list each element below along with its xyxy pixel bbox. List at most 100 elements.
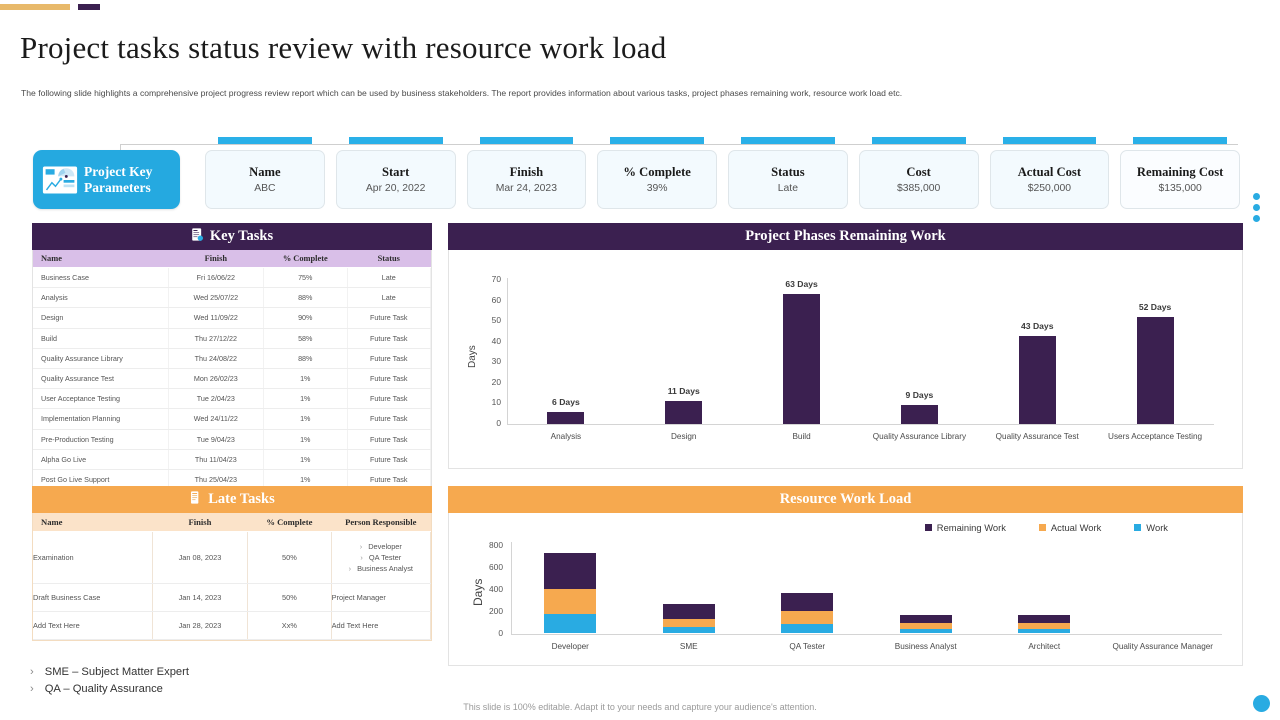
table-cell: 1% [263, 368, 348, 390]
table-cell: 58% [263, 328, 348, 349]
key-tasks-header-row: Name Finish% Complete Status [33, 250, 431, 268]
abbreviation-footnotes: SME – Subject Matter ExpertQA – Quality … [30, 664, 189, 699]
workload-y-tick: 0 [498, 628, 503, 638]
card-value: 39% [646, 183, 668, 194]
workload-stacked-bar [1018, 615, 1071, 633]
card-name: Start [381, 165, 410, 179]
table-cell: 1% [263, 429, 348, 450]
key-tasks-body-rows: Business Case Fri 16/06/22 75% Late Analysis… [33, 267, 431, 491]
legend-item[interactable]: Work [1134, 522, 1168, 533]
table-cell: Wed 25/07/22 [168, 287, 265, 309]
workload-y-axis-line [511, 542, 512, 634]
kp-label-line2: Parameters [84, 179, 151, 195]
table-row: Design Wed 11/09/22 90% Future Task [33, 307, 431, 329]
person-responsible-cell: Project Manager [331, 583, 432, 613]
workload-stacked-bar [781, 593, 834, 633]
card-value: Mar 24, 2023 [495, 183, 557, 194]
list-item: Business Analyst [332, 563, 430, 574]
table-row: User Acceptance Testing Tue 2/04/23 1% Futu… [33, 388, 431, 410]
table-cell: Future Task [347, 408, 431, 430]
workload-x-tick-label: Architect [1028, 642, 1061, 651]
card-tab-bar [479, 137, 574, 144]
table-cell: Jan 08, 2023 [152, 531, 249, 585]
project-key-parameters-button[interactable]: Project Key Parameters [33, 150, 180, 209]
legend-swatch [924, 524, 932, 531]
parameter-card-cost[interactable]: Cost $385,000 [858, 137, 979, 209]
phases-x-tick-label: Design [671, 432, 697, 441]
workload-chart-title: Resource Work Load [779, 491, 912, 507]
table-cell: Late [347, 287, 431, 309]
workload-bar-segment [1018, 628, 1071, 633]
phases-x-axis-line [507, 424, 1214, 425]
table-cell: Thu 24/08/22 [168, 348, 265, 369]
parameter-card-finish[interactable]: Finish Mar 24, 2023 [466, 137, 587, 209]
phases-bar-label: 6 Days [552, 396, 580, 407]
table-row: Build Thu 27/12/22 58% Future Task [33, 328, 431, 349]
key-tasks-col-header: Name [33, 250, 169, 268]
table-cell: 1% [263, 449, 348, 470]
table-cell: Thu 11/04/23 [168, 449, 265, 470]
resource-workload-chart-panel: Resource Work Load Remaining Work Actual … [448, 486, 1243, 666]
workload-x-tick-label: Developer [551, 642, 589, 651]
table-row: Add Text Here Jan 28, 2023 Xx% Add Text Her… [33, 611, 432, 641]
table-cell: Build [33, 328, 169, 349]
phases-bar [900, 405, 938, 424]
table-cell: Xx% [247, 611, 332, 641]
parameter-card-name[interactable]: Name ABC [205, 137, 325, 209]
phases-bar [547, 411, 585, 424]
table-cell: Tue 2/04/23 [168, 388, 265, 410]
parameter-card-list: Name ABC Start Apr 20, 2022 Finish Mar 24, 20… [205, 137, 1240, 213]
footnote-item: QA – Quality Assurance [30, 681, 189, 698]
table-cell: Quality Assurance Library [33, 348, 169, 369]
workload-chart-plot: Remaining Work Actual Work Work Days 0 200 40… [448, 513, 1243, 666]
parameter-card-actual-cost[interactable]: Actual Cost $250,000 [989, 137, 1110, 209]
workload-stacked-bar [662, 604, 715, 633]
workload-x-tick-label: Business Analyst [894, 642, 957, 651]
legend-item[interactable]: Actual Work [1038, 522, 1102, 533]
table-cell: Implementation Planning [33, 408, 169, 430]
card-value: Late [777, 183, 798, 194]
key-tasks-title: Key Tasks [209, 228, 274, 244]
table-row: Pre-Production Testing Tue 9/04/23 1% Futur… [33, 429, 431, 450]
parameter-card-start[interactable]: Start Apr 20, 2022 [335, 137, 456, 209]
table-cell: Jan 14, 2023 [152, 583, 249, 613]
phases-bar-label: 9 Days [905, 390, 934, 401]
table-cell: User Acceptance Testing [33, 388, 169, 410]
workload-x-tick-label: SME [679, 642, 698, 651]
table-cell: Jan 28, 2023 [152, 611, 249, 641]
phases-y-tick: 60 [491, 294, 501, 305]
slide-footer-note: This slide is 100% editable. Adapt it to… [463, 702, 817, 712]
workload-bar-segment [899, 628, 952, 633]
table-row: Quality Assurance Test Mon 26/02/23 1% Futu… [33, 368, 431, 390]
workload-y-tick: 800 [489, 540, 503, 550]
table-row: Draft Business Case Jan 14, 2023 50% Projec… [33, 583, 432, 613]
more-dots-icon[interactable] [1253, 193, 1260, 222]
phases-y-tick: 50 [491, 315, 501, 326]
workload-y-tick: 200 [489, 606, 503, 616]
page-title: Project tasks status review with resourc… [20, 30, 667, 65]
legend-label: Remaining Work [936, 522, 1006, 533]
key-tasks-col-header: Finish [168, 250, 264, 268]
legend-label: Actual Work [1050, 522, 1102, 533]
footnote-item: SME – Subject Matter Expert [30, 664, 189, 681]
card-tab-bar [218, 137, 312, 144]
table-cell: Future Task [347, 368, 431, 390]
table-cell: Draft Business Case [33, 583, 153, 613]
parameter-card-status[interactable]: Status Late [728, 137, 848, 209]
decoration-bar-gold [0, 4, 70, 10]
key-tasks-col-header: % Complete [263, 250, 347, 268]
parameter-card-remaining-cost[interactable]: Remaining Cost $135,000 [1120, 137, 1240, 209]
workload-bar-segment [544, 589, 597, 615]
table-cell: Mon 26/02/23 [168, 368, 265, 390]
parameter-card-complete[interactable]: % Complete 39% [597, 137, 717, 209]
late-tasks-col-header: Finish [152, 513, 248, 532]
table-cell: Future Task [347, 307, 431, 329]
table-cell: Examination [33, 531, 153, 585]
phases-bar-label: 43 Days [1021, 320, 1054, 331]
workload-bar-segment [1018, 622, 1071, 629]
table-cell: 75% [263, 267, 348, 289]
kp-label-line1: Project Key [84, 164, 153, 180]
table-cell: Quality Assurance Test [33, 368, 169, 390]
legend-item[interactable]: Remaining Work [924, 522, 1006, 533]
